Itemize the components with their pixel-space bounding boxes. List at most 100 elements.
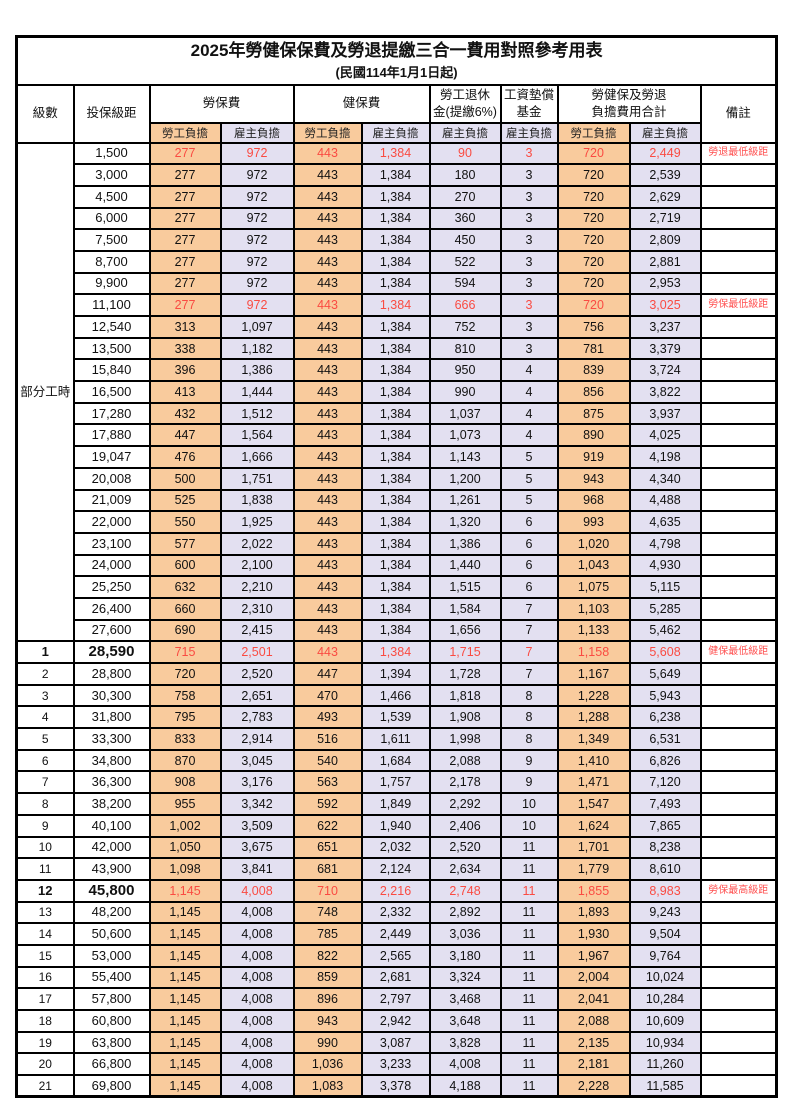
total-employee-cell: 1,133	[556, 618, 631, 643]
remark-cell	[699, 1052, 778, 1077]
subheader-health-employee: 勞工負擔	[292, 121, 363, 144]
table-row: 9,900 277 972 443 1,384 594 3 720 2,953	[17, 271, 778, 296]
remark-cell	[699, 315, 778, 339]
health-employee-cell: 516	[292, 727, 363, 751]
labor-employee-cell: 870	[148, 748, 222, 773]
level-cell: 12	[15, 878, 75, 903]
total-employer-cell: 3,937	[628, 401, 702, 426]
total-employer-cell: 5,285	[628, 596, 702, 621]
total-employee-cell: 919	[556, 445, 631, 469]
health-employee-cell: 592	[292, 792, 363, 816]
table-row: 8 38,200 955 3,342 592 1,849 2,292 10 1,547 7,493	[15, 792, 778, 816]
bracket-cell: 42,000	[72, 835, 151, 860]
total-employee-cell: 1,701	[556, 835, 631, 860]
table-header: 2025年勞健保保費及勞退提繳三合一費用對照參考用表 (民國114年1月1日起)…	[15, 35, 778, 144]
pension-cell: 2,178	[428, 770, 502, 795]
table-row: 15,840 396 1,386 443 1,384 950 4 839 3,724	[17, 358, 778, 383]
col-header-health-insurance: 健保費	[292, 83, 431, 124]
bracket-cell: 16,500	[72, 380, 151, 404]
total-employee-cell: 720	[556, 249, 631, 274]
wage-fund-cell: 11	[499, 900, 559, 925]
table-body: 部分工時 1,500 277 972 443 1,384 90 3 720 2,449 勞退最低級距…	[15, 141, 778, 1098]
title-cell: 2025年勞健保保費及勞退提繳三合一費用對照參考用表 (民國114年1月1日起)	[15, 35, 778, 86]
labor-employee-cell: 500	[148, 466, 222, 491]
labor-employee-cell: 1,145	[148, 1052, 222, 1077]
health-employee-cell: 443	[292, 510, 363, 534]
health-employer-cell: 3,087	[360, 1030, 431, 1055]
labor-employee-cell: 660	[148, 596, 222, 621]
total-employer-cell: 3,237	[628, 315, 702, 339]
pension-cell: 950	[428, 358, 502, 383]
bracket-cell: 36,300	[72, 770, 151, 795]
labor-employee-cell: 833	[148, 727, 222, 751]
total-employee-cell: 2,088	[556, 1009, 631, 1033]
pension-cell: 1,656	[428, 618, 502, 643]
subheader-labor-employee: 勞工負擔	[148, 121, 222, 144]
col-header-level: 級數	[15, 83, 75, 144]
health-employee-cell: 443	[292, 184, 363, 209]
bracket-cell: 69,800	[72, 1074, 151, 1098]
wage-fund-cell: 10	[499, 813, 559, 838]
pension-cell: 1,037	[428, 401, 502, 426]
total-employee-cell: 1,930	[556, 922, 631, 946]
pension-cell: 2,292	[428, 792, 502, 816]
health-employee-cell: 443	[292, 445, 363, 469]
total-employee-cell: 890	[556, 423, 631, 448]
labor-employer-cell: 2,783	[219, 705, 295, 730]
table-row: 18 60,800 1,145 4,008 943 2,942 3,648 11 2,088 10…	[15, 1009, 778, 1033]
table-row: 25,250 632 2,210 443 1,384 1,515 6 1,075 5,115	[17, 575, 778, 599]
wage-fund-cell: 5	[499, 488, 559, 513]
level-cell: 11	[15, 857, 75, 881]
pension-cell: 1,515	[428, 575, 502, 599]
remark-cell	[699, 575, 778, 599]
health-employee-cell: 563	[292, 770, 363, 795]
subheader-total-employer: 雇主負擔	[628, 121, 702, 144]
level-cell: 1	[15, 640, 75, 664]
level-cell: 20	[15, 1052, 75, 1077]
labor-employee-cell: 600	[148, 553, 222, 578]
total-employer-cell: 9,243	[628, 900, 702, 925]
total-employer-cell: 5,608	[628, 640, 702, 664]
bracket-cell: 28,800	[72, 662, 151, 686]
labor-employee-cell: 1,098	[148, 857, 222, 881]
remark-cell	[699, 401, 778, 426]
total-employer-cell: 6,531	[628, 727, 702, 751]
wage-fund-cell: 6	[499, 510, 559, 534]
total-employer-cell: 3,822	[628, 380, 702, 404]
labor-employer-cell: 2,100	[219, 553, 295, 578]
level-cell: 3	[15, 683, 75, 708]
bracket-cell: 20,008	[72, 466, 151, 491]
remark-cell	[699, 987, 778, 1011]
bracket-cell: 60,800	[72, 1009, 151, 1033]
remark-cell	[699, 748, 778, 773]
remark-cell	[699, 683, 778, 708]
total-employee-cell: 2,004	[556, 965, 631, 990]
subheader-labor-employer: 雇主負擔	[219, 121, 295, 144]
labor-employer-cell: 2,520	[219, 662, 295, 686]
remark-cell	[699, 423, 778, 448]
pension-cell: 2,406	[428, 813, 502, 838]
level-cell: 16	[15, 965, 75, 990]
total-employee-cell: 968	[556, 488, 631, 513]
wage-fund-cell: 3	[499, 271, 559, 296]
health-employer-cell: 1,384	[360, 228, 431, 252]
table-row: 3,000 277 972 443 1,384 180 3 720 2,539	[17, 163, 778, 187]
labor-employer-cell: 4,008	[219, 1009, 295, 1033]
bracket-cell: 34,800	[72, 748, 151, 773]
total-employer-cell: 4,930	[628, 553, 702, 578]
health-employer-cell: 2,032	[360, 835, 431, 860]
table-row: 12 45,800 1,145 4,008 710 2,216 2,748 11 1,855 8,…	[15, 878, 778, 903]
wage-fund-cell: 7	[499, 596, 559, 621]
total-employee-cell: 1,410	[556, 748, 631, 773]
health-employee-cell: 443	[292, 575, 363, 599]
wage-fund-cell: 4	[499, 380, 559, 404]
labor-employee-cell: 632	[148, 575, 222, 599]
remark-cell	[699, 1074, 778, 1098]
health-employer-cell: 1,384	[360, 640, 431, 664]
health-employer-cell: 3,378	[360, 1074, 431, 1098]
total-employer-cell: 5,649	[628, 662, 702, 686]
health-employer-cell: 2,565	[360, 943, 431, 968]
pension-cell: 2,520	[428, 835, 502, 860]
wage-fund-cell: 8	[499, 683, 559, 708]
remark-cell: 健保最低級距	[699, 640, 778, 664]
